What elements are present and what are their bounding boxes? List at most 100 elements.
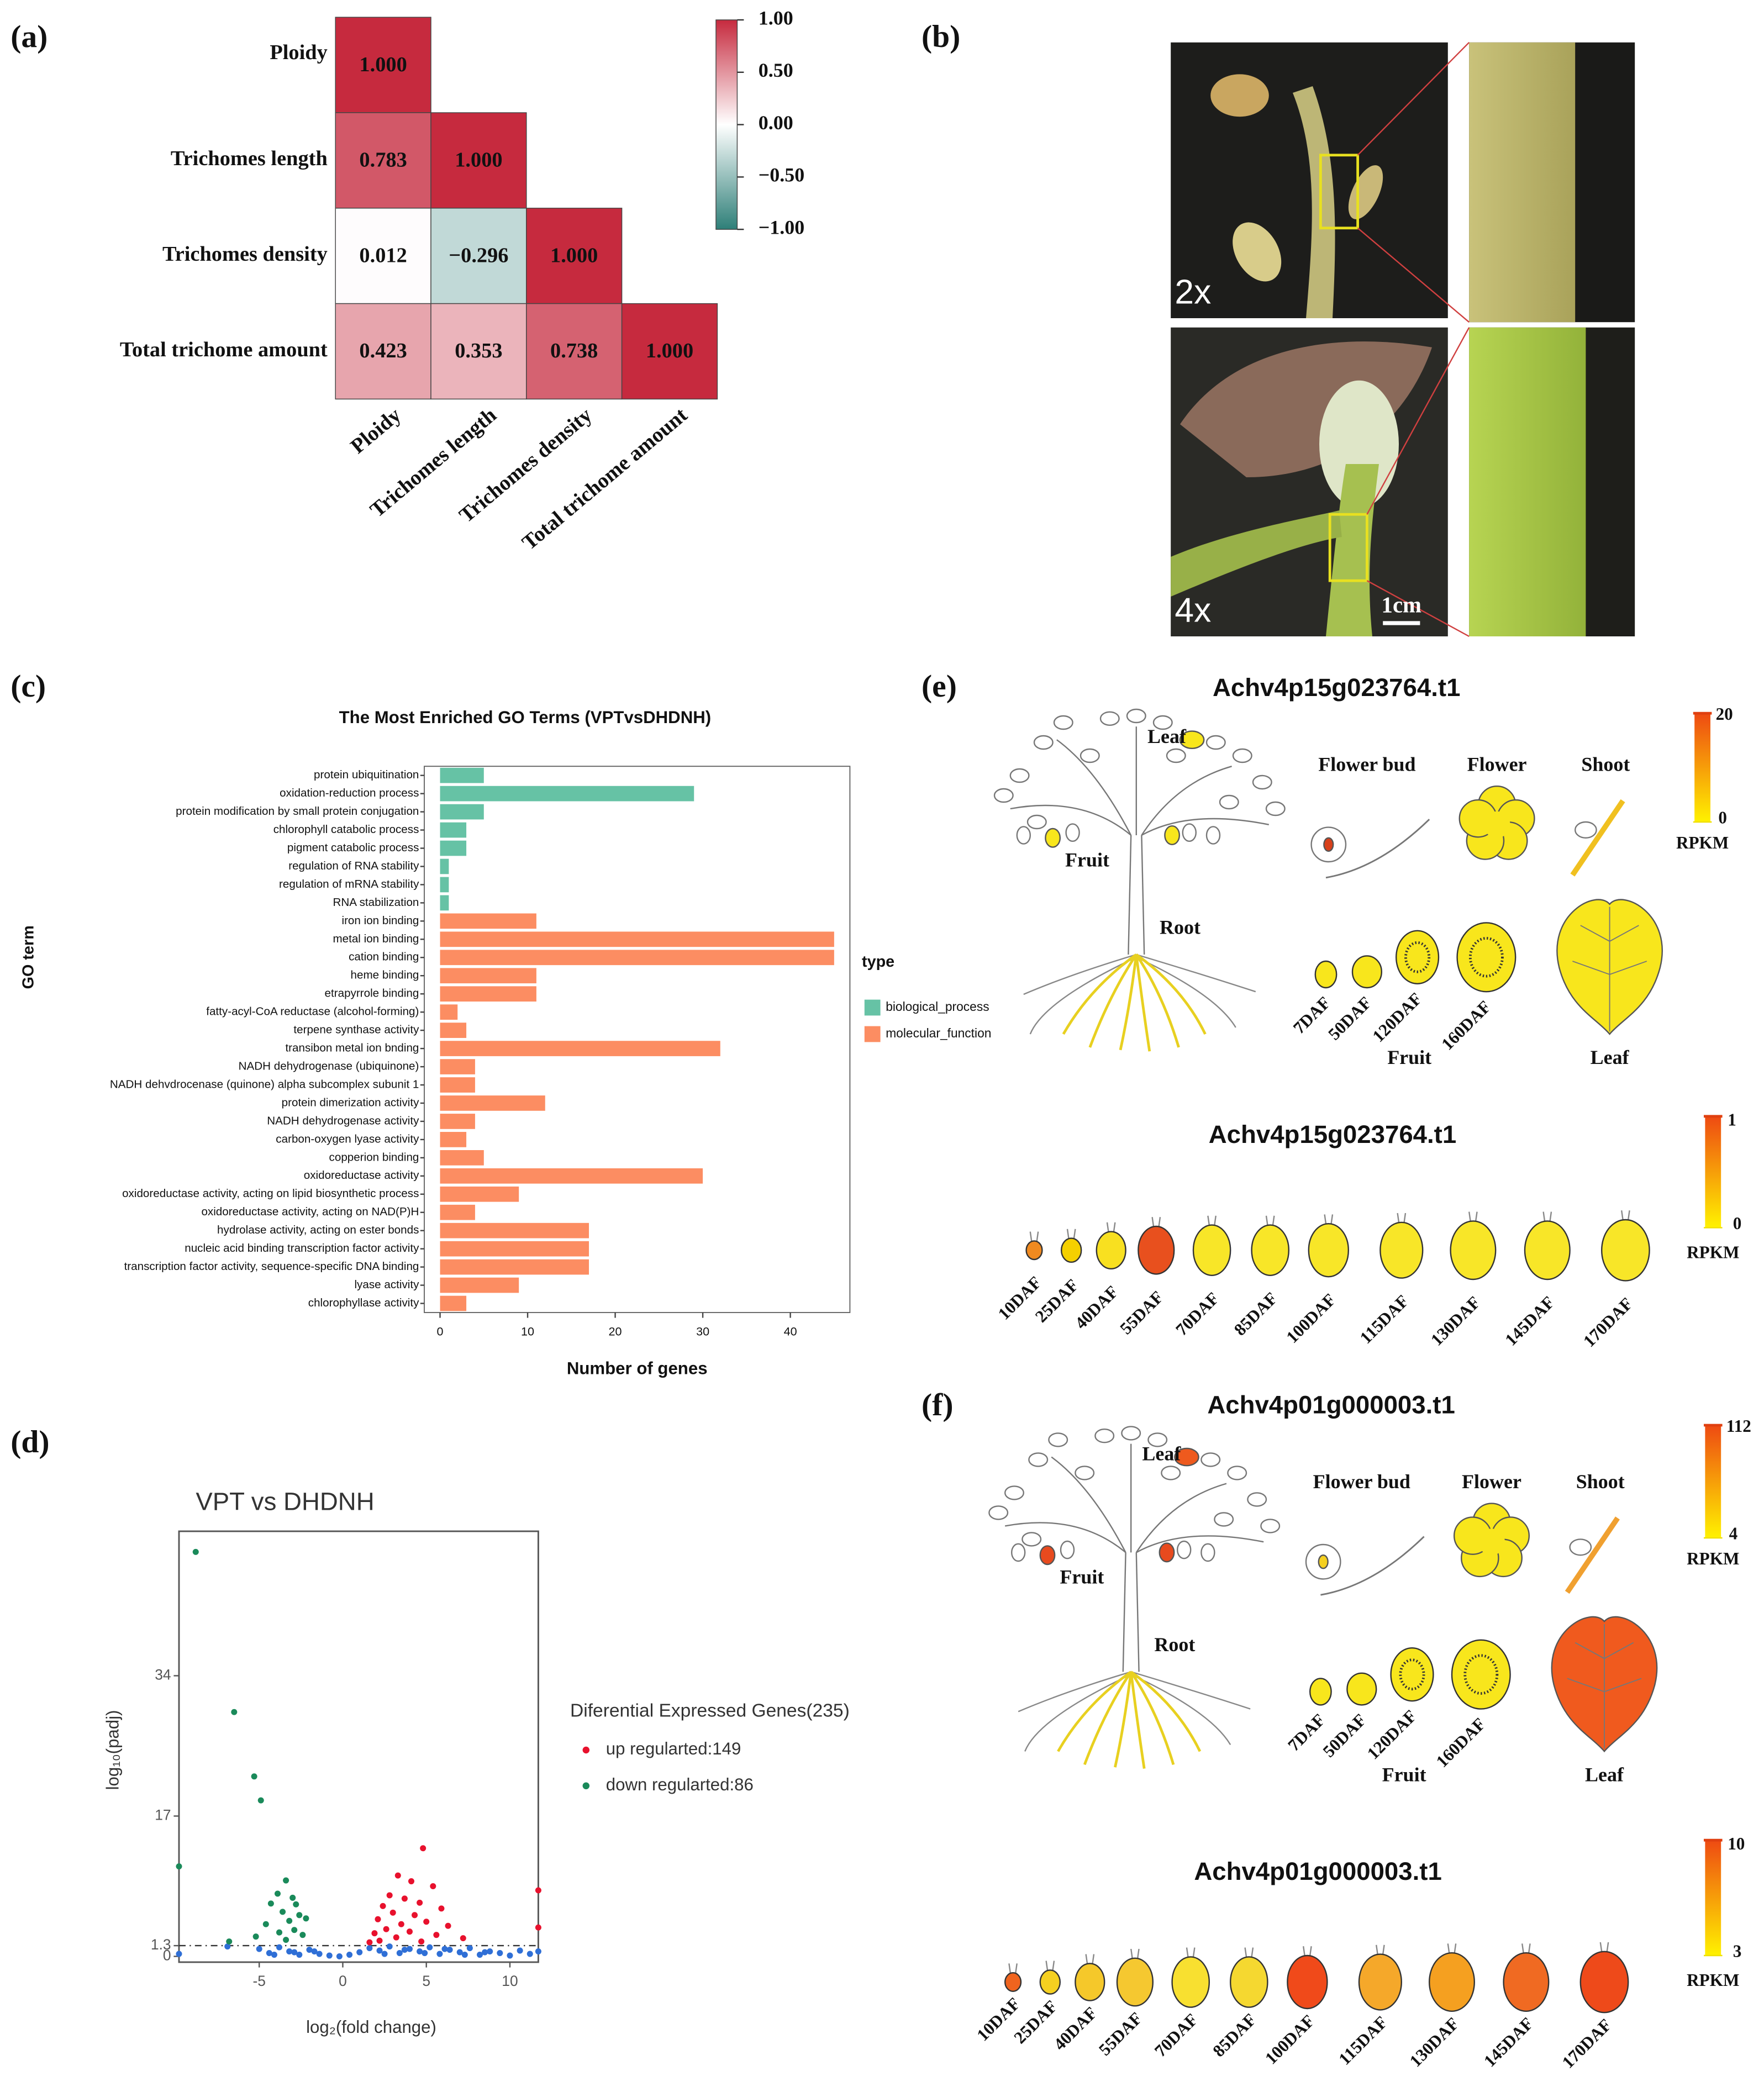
tissue-label: Flower	[1467, 753, 1527, 775]
bar	[440, 877, 449, 893]
colorbar-label: 10	[1728, 1834, 1745, 1853]
tree-fruit	[1205, 826, 1221, 845]
tissue-label: Shoot	[1581, 753, 1630, 775]
tree-leaf	[1166, 748, 1186, 763]
tree-leaf	[1053, 715, 1073, 730]
point	[280, 1909, 286, 1915]
tree-leaf	[1094, 1428, 1115, 1443]
y-tick-label: RNA stabilization	[333, 896, 419, 909]
gene-title: Achv4p01g000003.t1	[1207, 1390, 1455, 1419]
stage-label: 55DAF	[1116, 1287, 1167, 1338]
tissue-label: Fruit	[1060, 1566, 1104, 1588]
stage-label: 145DAF	[1480, 2014, 1537, 2070]
heat-cell	[430, 112, 527, 209]
fruit-core	[1399, 1658, 1425, 1690]
legend-label: up regularted:149	[606, 1739, 741, 1758]
row-label: Ploidy	[270, 41, 327, 64]
y-tick-label: nucleic acid binding transcription facto…	[185, 1242, 419, 1255]
calyx	[1303, 1946, 1312, 1956]
bar	[440, 767, 484, 783]
point	[356, 1949, 363, 1956]
colorbar-label: 112	[1726, 1416, 1751, 1436]
calyx	[1085, 1954, 1095, 1964]
calyx	[1599, 1942, 1609, 1952]
row-label: Trichomes length	[171, 147, 328, 170]
tissue-label: Leaf	[1147, 725, 1187, 747]
zoom-line	[1366, 327, 1470, 515]
point	[401, 1947, 408, 1953]
fruit	[1171, 1956, 1210, 2008]
bar	[440, 931, 834, 947]
bar	[440, 1168, 703, 1184]
colorbar-unit: RPKM	[1676, 833, 1729, 852]
bud	[1210, 74, 1269, 117]
branch	[1135, 1552, 1140, 1672]
calyx	[1066, 1229, 1076, 1239]
root	[1130, 1674, 1231, 1746]
point	[316, 1951, 323, 1957]
colorbar-unit: RPKM	[1687, 1970, 1739, 1990]
point	[517, 1947, 523, 1954]
x-tick-label: 20	[609, 1325, 622, 1338]
point	[418, 1938, 425, 1945]
bar	[440, 895, 449, 911]
tree-leaf	[1021, 1532, 1042, 1547]
root-highlight	[1062, 953, 1138, 1035]
branch	[1010, 804, 1131, 836]
colorbar-label: 0.50	[759, 59, 793, 81]
gene-title: Achv4p15g023764.t1	[1213, 673, 1460, 702]
root-highlight	[1114, 1672, 1133, 1768]
colorbar-label: 1.00	[759, 7, 793, 29]
y-axis-label: log₁₀(padj)	[103, 1710, 123, 1790]
point	[420, 1845, 426, 1852]
group-label: Leaf	[1585, 1763, 1624, 1785]
point	[293, 1901, 299, 1907]
point	[423, 1919, 430, 1925]
point	[436, 1951, 443, 1957]
point	[398, 1921, 404, 1927]
point	[262, 1921, 269, 1927]
stage-label: 70DAF	[1151, 2010, 1202, 2060]
calyx	[1324, 1214, 1334, 1224]
bar	[440, 1222, 589, 1239]
flower-center	[1478, 1529, 1505, 1556]
branch	[1141, 835, 1145, 955]
root	[1023, 953, 1137, 995]
x-tick-label: 5	[422, 1973, 430, 1989]
zoom-line	[1357, 227, 1470, 323]
tree-fruit	[1060, 1540, 1075, 1559]
point	[346, 1952, 353, 1958]
stem	[1171, 510, 1342, 597]
y-tick-label: 0	[163, 1947, 171, 1964]
tree-fruit	[1016, 826, 1031, 845]
tree-leaf	[1247, 1492, 1267, 1507]
colorbar	[715, 19, 738, 230]
y-tick-label: hydrolase activity, acting on ester bond…	[217, 1224, 419, 1236]
point	[252, 1933, 259, 1940]
point	[306, 1947, 313, 1953]
cell-label: 0.353	[455, 339, 502, 362]
tree-leaf	[1033, 735, 1054, 750]
cell-label: 0.783	[359, 149, 407, 172]
y-tick-label: 17	[155, 1806, 171, 1823]
gene-title: Achv4p15g023764.t1	[1209, 1120, 1456, 1148]
y-tick-label: copperion binding	[329, 1151, 419, 1163]
point	[286, 1917, 293, 1924]
chart-title: VPT vs DHDNH	[196, 1488, 374, 1516]
point	[433, 1932, 440, 1938]
point	[257, 1797, 264, 1804]
tree-fruit-highlight	[1159, 1542, 1175, 1563]
point	[417, 1899, 423, 1906]
cell-label: 0.423	[359, 339, 407, 362]
stage-label: 50DAF	[1319, 1710, 1370, 1761]
colorbar-label: −0.50	[759, 164, 804, 186]
branch	[1056, 739, 1132, 836]
bud-branch	[1325, 819, 1430, 879]
x-tick-label: 30	[696, 1325, 709, 1338]
bud	[1233, 222, 1282, 282]
tree-leaf	[1232, 748, 1252, 763]
root-highlight	[1135, 953, 1180, 1048]
tree-leaf-highlight	[1174, 1447, 1199, 1467]
panel-label: (b)	[922, 19, 960, 54]
